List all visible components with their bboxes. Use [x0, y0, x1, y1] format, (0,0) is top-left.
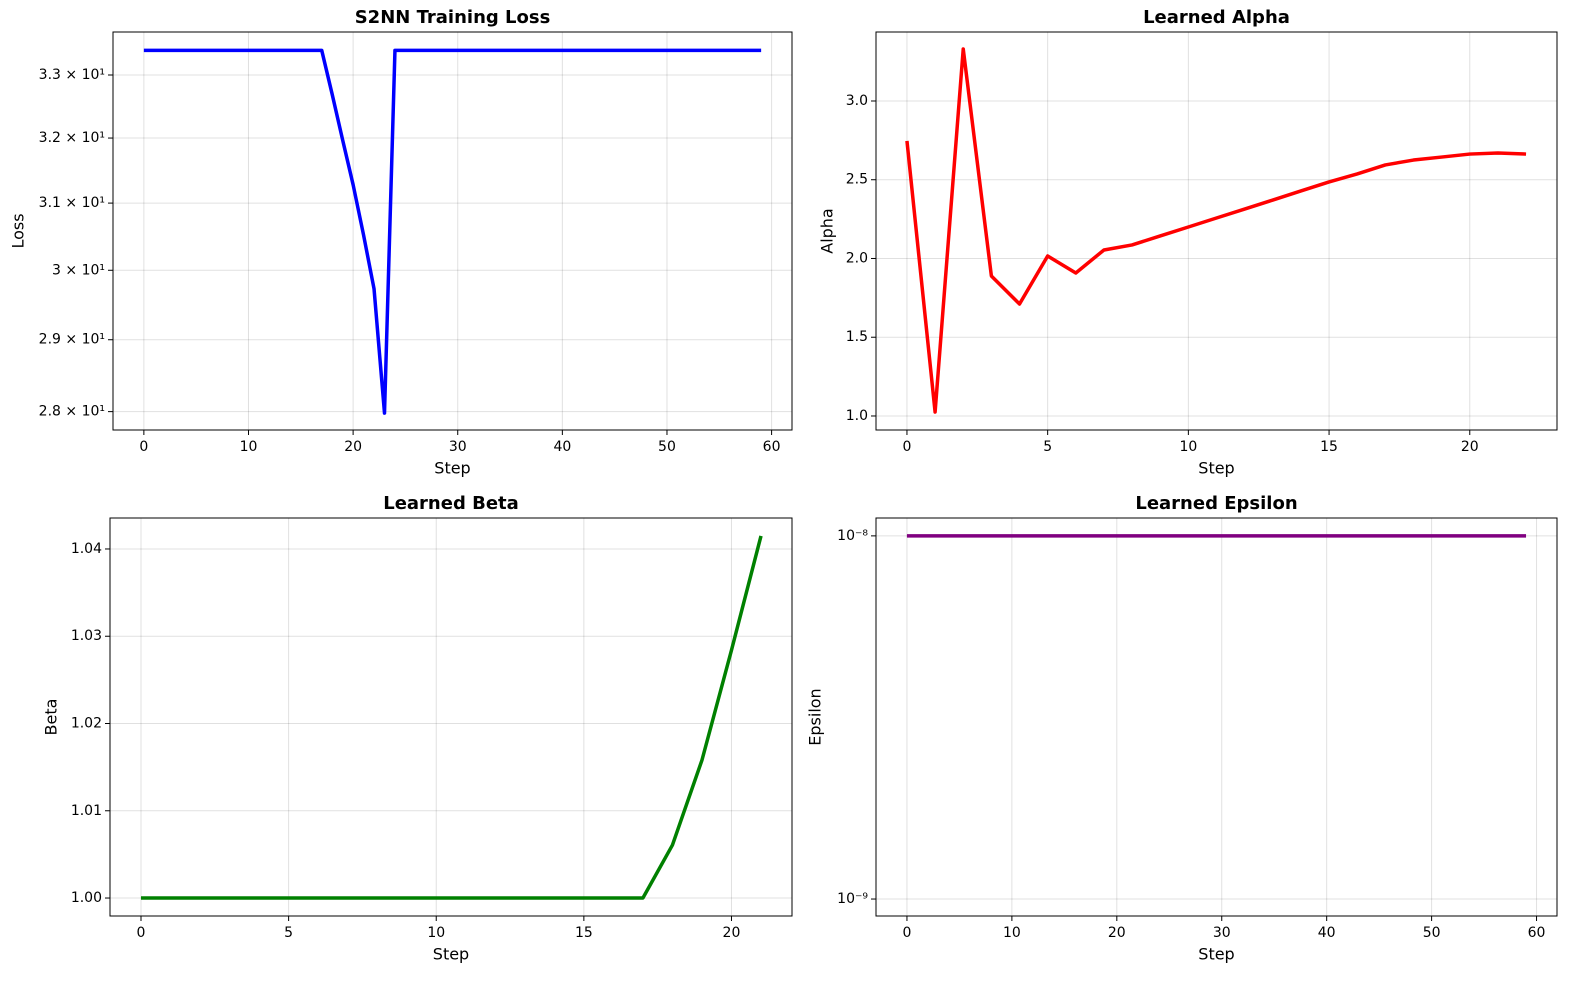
y-tick-label: 2.9 × 10¹: [39, 332, 105, 348]
plot-frame: [112, 31, 793, 431]
x-tick-label: 5: [1043, 439, 1052, 455]
x-tick-label: 5: [284, 925, 293, 941]
y-tick-label: 1.0: [846, 408, 868, 424]
y-tick-label: 2.5: [846, 172, 868, 188]
data-line: [141, 535, 763, 900]
data-line: [143, 48, 762, 415]
x-tick-label: 10: [1003, 925, 1021, 941]
x-tick-label: 40: [553, 439, 571, 455]
chart-title: Learned Epsilon: [1135, 493, 1297, 514]
y-tick-label: 1.04: [71, 541, 102, 557]
x-tick-label: 20: [344, 439, 362, 455]
x-tick-label: 10: [240, 439, 258, 455]
y-tick-label: 3 × 10¹: [52, 262, 105, 278]
x-tick-label: 20: [1461, 439, 1479, 455]
x-tick-label: 15: [575, 925, 593, 941]
chart-title: Learned Alpha: [1143, 7, 1290, 28]
plot-frame: [875, 517, 1558, 917]
x-axis-label: Step: [434, 459, 470, 478]
y-tick-label: 1.5: [846, 329, 868, 345]
y-tick-label: 3.2 × 10¹: [39, 130, 105, 146]
x-axis-label: Step: [1198, 459, 1234, 478]
chart-title: S2NN Training Loss: [355, 7, 551, 28]
y-tick-label: 10⁻⁸: [837, 528, 868, 544]
y-axis-label: Beta: [42, 699, 61, 736]
y-tick-label: 1.02: [71, 716, 102, 732]
x-tick-label: 15: [1320, 439, 1338, 455]
x-tick-label: 0: [139, 439, 148, 455]
y-axis-label: Loss: [9, 213, 28, 248]
y-tick-label: 3.3 × 10¹: [39, 67, 105, 83]
y-tick-label: 3.0: [846, 93, 868, 109]
plot-frame: [109, 517, 793, 917]
x-axis-label: Step: [433, 945, 469, 964]
x-tick-label: 30: [449, 439, 467, 455]
x-tick-label: 20: [723, 925, 741, 941]
y-tick-label: 10⁻⁹: [837, 891, 868, 907]
x-tick-label: 0: [902, 439, 911, 455]
y-axis-label: Alpha: [818, 208, 837, 254]
x-tick-label: 0: [137, 925, 146, 941]
x-tick-label: 50: [658, 439, 676, 455]
x-tick-label: 40: [1318, 925, 1336, 941]
data-line: [905, 47, 1527, 414]
y-tick-label: 2.0: [846, 250, 868, 266]
x-tick-label: 50: [1423, 925, 1441, 941]
x-tick-label: 20: [1108, 925, 1126, 941]
x-tick-label: 30: [1213, 925, 1231, 941]
y-tick-label: 2.8 × 10¹: [39, 404, 105, 420]
x-tick-label: 10: [1179, 439, 1197, 455]
y-tick-label: 1.00: [71, 890, 102, 906]
plot-frame: [875, 31, 1558, 431]
x-tick-label: 0: [902, 925, 911, 941]
x-tick-label: 10: [427, 925, 445, 941]
y-axis-label: Epsilon: [806, 688, 825, 745]
chart-title: Learned Beta: [383, 493, 519, 514]
x-axis-label: Step: [1198, 945, 1234, 964]
x-tick-label: 60: [1528, 925, 1546, 941]
x-tick-label: 60: [763, 439, 781, 455]
y-tick-label: 1.03: [71, 628, 102, 644]
y-tick-label: 1.01: [71, 803, 102, 819]
y-tick-label: 3.1 × 10¹: [39, 195, 105, 211]
